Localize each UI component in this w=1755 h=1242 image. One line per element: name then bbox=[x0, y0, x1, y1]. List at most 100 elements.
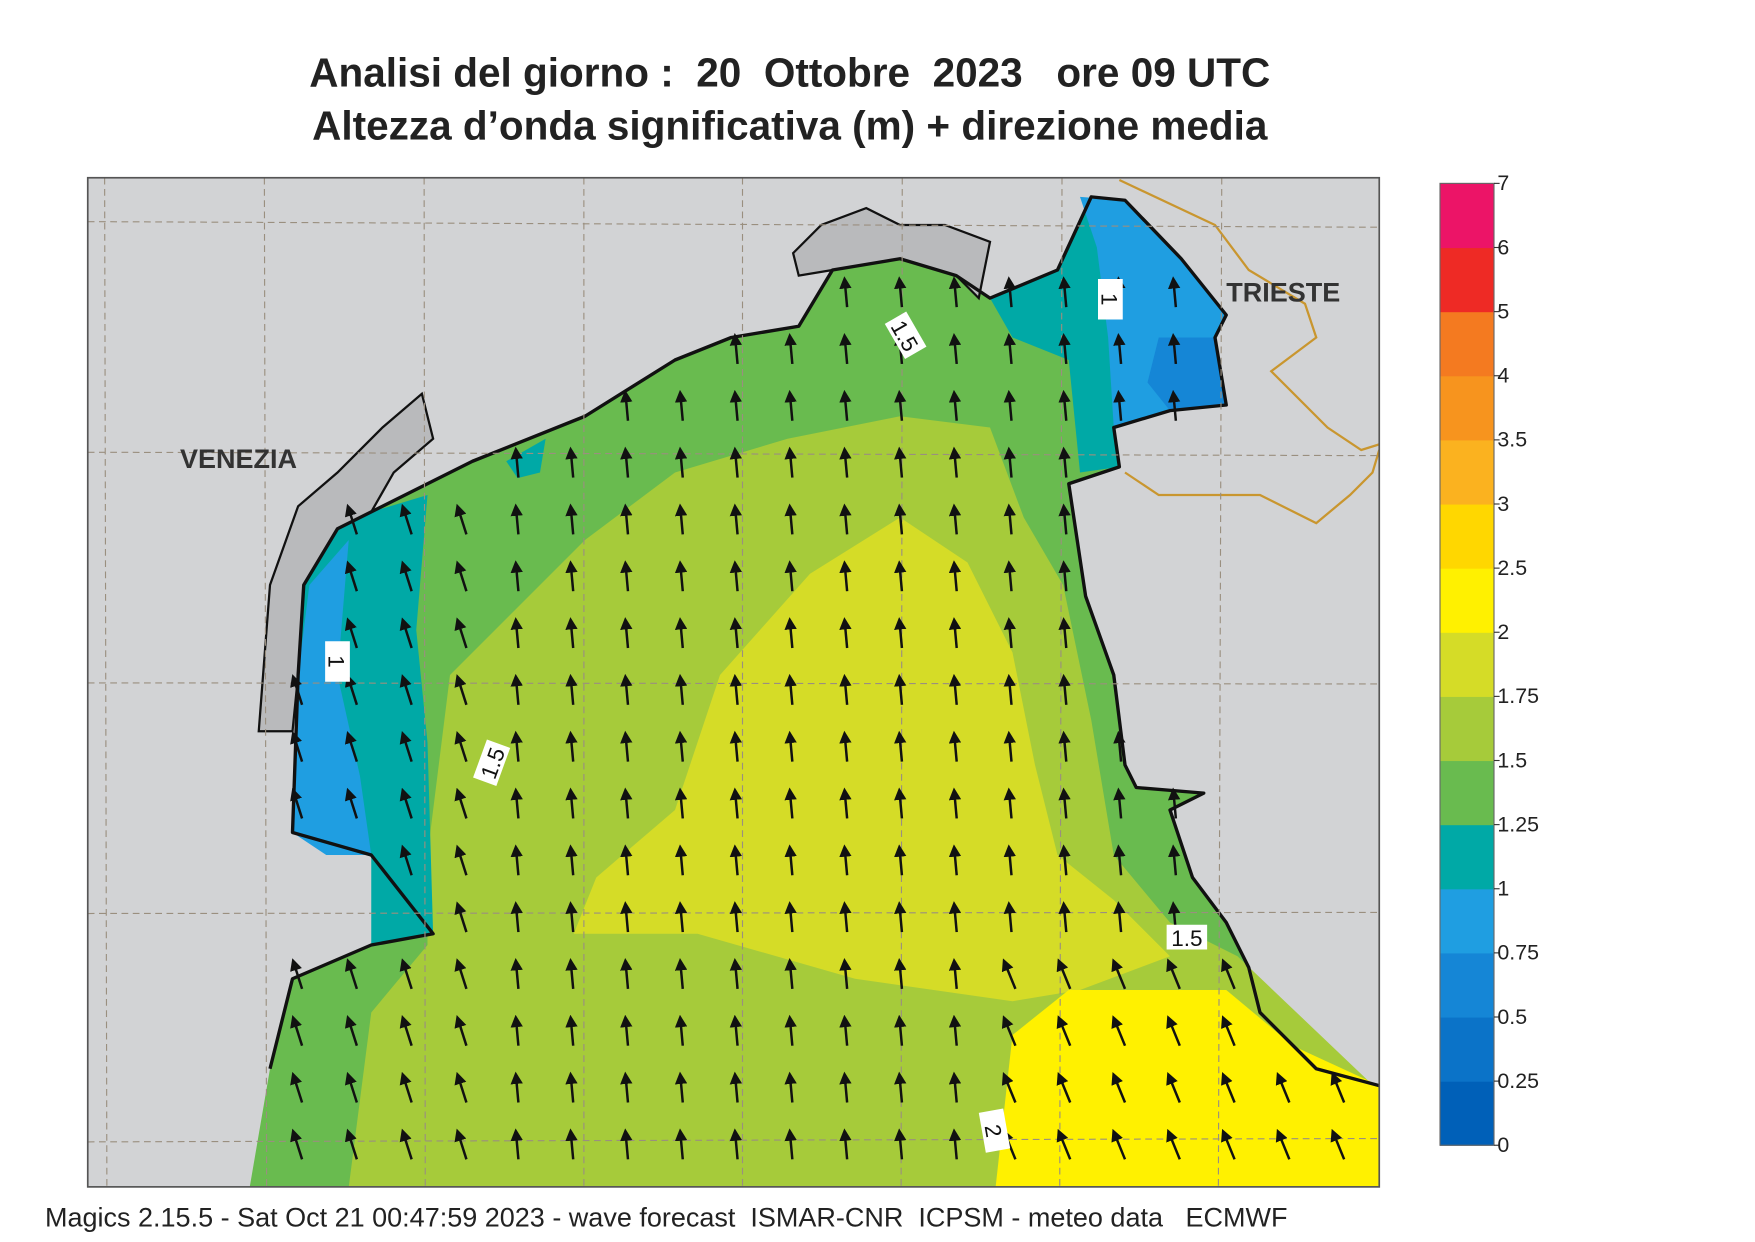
wave-arrow bbox=[948, 844, 962, 876]
wave-arrow bbox=[1003, 333, 1016, 365]
wave-arrow bbox=[729, 389, 743, 421]
wave-arrow bbox=[1330, 1072, 1346, 1103]
colorbar-segment bbox=[1440, 439, 1494, 505]
wave-arrow bbox=[454, 844, 468, 876]
colorbar-tick-label: 0.25 bbox=[1497, 1069, 1539, 1093]
colorbar-tick-label: 4 bbox=[1497, 364, 1509, 388]
colorbar-tick-label: 1 bbox=[1497, 877, 1509, 901]
colorbar-tick-label: 3.5 bbox=[1497, 428, 1527, 452]
wave-arrow bbox=[510, 730, 523, 762]
wave-arrow bbox=[454, 730, 468, 763]
wave-arrow bbox=[948, 787, 962, 819]
contour-label: 1.5 bbox=[1166, 924, 1208, 951]
wave-arrow bbox=[784, 901, 797, 933]
wave-arrow bbox=[620, 1071, 633, 1103]
wave-arrow bbox=[729, 446, 743, 478]
wave-arrow bbox=[510, 673, 523, 705]
wave-arrow bbox=[344, 787, 359, 819]
zone-0-75-west bbox=[292, 540, 372, 855]
wave-arrow bbox=[894, 1071, 907, 1103]
wave-arrow bbox=[894, 901, 907, 933]
footer: Magics 2.15.5 - Sat Oct 21 00:47:59 2023… bbox=[45, 1202, 1287, 1232]
wave-arrow bbox=[565, 560, 578, 592]
colorbar-segment bbox=[1440, 1081, 1494, 1146]
wave-arrow bbox=[839, 617, 852, 649]
wave-arrow bbox=[674, 787, 688, 819]
colorbar-segment bbox=[1440, 568, 1494, 633]
wave-arrow bbox=[344, 958, 359, 990]
wave-arrow bbox=[948, 730, 962, 762]
wave-arrow bbox=[948, 901, 962, 933]
wave-arrow bbox=[674, 1128, 688, 1160]
wave-arrow bbox=[674, 844, 688, 876]
wave-arrow bbox=[948, 276, 962, 308]
wave-arrow bbox=[948, 503, 962, 535]
wave-arrow bbox=[510, 957, 523, 989]
wave-arrow bbox=[674, 1071, 688, 1103]
wave-arrow bbox=[948, 1071, 962, 1103]
colorbar-segment bbox=[1440, 824, 1494, 890]
wave-arrow bbox=[839, 957, 852, 989]
wave-arrow bbox=[1275, 1072, 1291, 1103]
colorbar-segment bbox=[1440, 632, 1494, 697]
wave-arrow bbox=[1058, 730, 1071, 762]
wave-arrow bbox=[1058, 617, 1071, 649]
wave-arrow bbox=[1330, 1128, 1346, 1160]
wave-arrow bbox=[620, 787, 633, 819]
coastline bbox=[268, 195, 1380, 1088]
wave-arrow bbox=[948, 673, 962, 705]
colorbar-tick-label: 1.25 bbox=[1497, 812, 1539, 836]
colorbar-tick-label: 7 bbox=[1497, 171, 1509, 195]
wave-arrow bbox=[894, 787, 907, 819]
wave-arrow bbox=[839, 787, 852, 819]
contour-label-box bbox=[1166, 924, 1208, 950]
wave-arrow bbox=[399, 674, 413, 706]
wave-arrow bbox=[510, 1071, 523, 1103]
wave-arrow bbox=[839, 503, 852, 535]
colorbar-tick-label: 2.5 bbox=[1497, 556, 1527, 580]
wave-arrow bbox=[948, 1128, 962, 1160]
wave-arrow bbox=[620, 673, 633, 705]
wave-arrow bbox=[1275, 1128, 1291, 1160]
wave-arrow bbox=[729, 503, 743, 535]
wave-arrow bbox=[1058, 787, 1071, 819]
wave-arrow bbox=[399, 1071, 413, 1103]
wave-arrow bbox=[894, 617, 907, 649]
wave-arrow bbox=[510, 844, 523, 876]
wave-arrow bbox=[1056, 1015, 1072, 1047]
wave-arrow bbox=[1001, 1072, 1017, 1103]
wave-arrow bbox=[1003, 901, 1016, 933]
wave-arrow bbox=[565, 957, 578, 989]
place-label: TRIESTE bbox=[1226, 278, 1340, 308]
wave-arrow bbox=[565, 730, 578, 762]
colorbar-tick-label: 0 bbox=[1497, 1133, 1509, 1157]
wave-arrow bbox=[1058, 446, 1071, 478]
wave-arrow bbox=[1111, 1128, 1127, 1160]
wave-arrow bbox=[510, 901, 523, 933]
wave-arrow bbox=[674, 560, 688, 592]
wave-arrow bbox=[674, 389, 688, 421]
wave-arrow bbox=[729, 957, 743, 989]
wave-arrow bbox=[784, 730, 797, 762]
wave-arrow bbox=[565, 446, 578, 478]
contour-label-box bbox=[473, 739, 511, 787]
wave-arrow bbox=[620, 957, 633, 989]
wave-arrow bbox=[510, 787, 523, 819]
wave-arrow bbox=[839, 844, 852, 876]
wave-arrow bbox=[620, 446, 633, 478]
wave-arrow bbox=[1221, 958, 1236, 990]
colorbar-segment bbox=[1440, 760, 1494, 826]
wave-arrow bbox=[1113, 333, 1126, 365]
colorbar-segment bbox=[1440, 247, 1494, 313]
place-label: VENEZIA bbox=[180, 444, 297, 474]
wave-arrow bbox=[344, 1128, 359, 1160]
wave-arrow bbox=[674, 503, 688, 535]
contour-label-text: 1 bbox=[1096, 293, 1121, 306]
colorbar-segment bbox=[1440, 504, 1494, 569]
wave-arrow bbox=[620, 503, 633, 535]
wave-arrow bbox=[1058, 560, 1071, 592]
wave-arrow bbox=[674, 1014, 688, 1046]
wave-arrow bbox=[399, 787, 413, 819]
